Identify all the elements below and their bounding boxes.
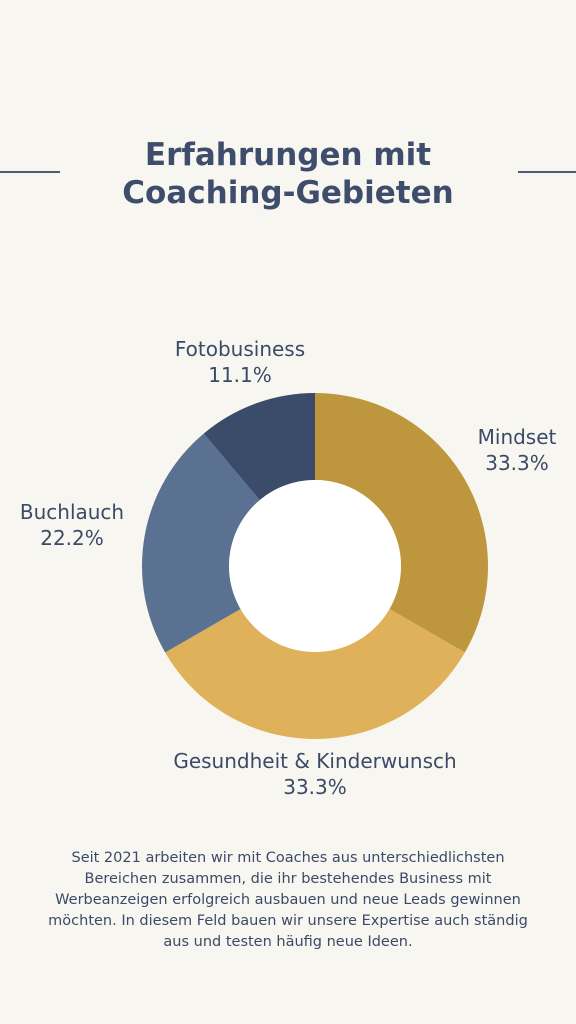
slice-name-label: Mindset	[478, 425, 557, 449]
slice-gesundheit-and-kinderwunsch	[165, 609, 465, 739]
slice-percent-label: 33.3%	[485, 451, 549, 475]
slice-name-label: Gesundheit & Kinderwunsch	[173, 749, 456, 773]
slice-fotobusiness	[203, 393, 315, 501]
slice-percent-label: 11.1%	[208, 363, 272, 387]
slice-mindset	[315, 393, 488, 653]
slice-name-label: Buchlauch	[20, 500, 124, 524]
donut-hole	[229, 480, 401, 652]
page-title: Erfahrungen mit Coaching-Gebieten	[88, 136, 488, 212]
description-text: Seit 2021 arbeiten wir mit Coaches aus u…	[48, 850, 528, 950]
slice-percent-label: 22.2%	[40, 526, 104, 550]
title-line-2: Coaching-Gebieten	[122, 175, 454, 211]
slice-buchlauch	[142, 433, 260, 653]
slice-name-label: Fotobusiness	[175, 337, 305, 361]
slice-percent-label: 33.3%	[283, 775, 347, 799]
left-divider-line	[0, 171, 60, 173]
title-line-1: Erfahrungen mit	[144, 137, 432, 173]
right-divider-line	[518, 171, 576, 173]
